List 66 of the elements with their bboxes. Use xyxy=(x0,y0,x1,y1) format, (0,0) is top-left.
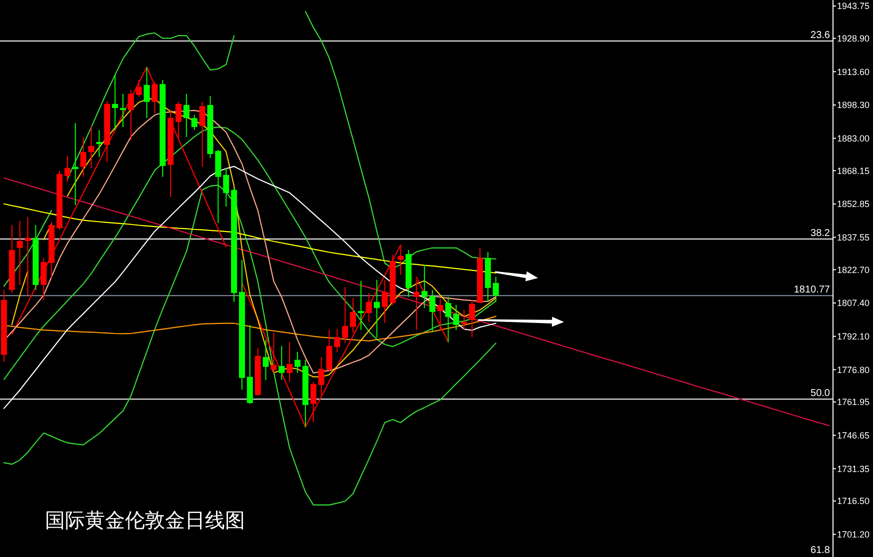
annotation: 61.8 xyxy=(810,545,830,556)
candlestick xyxy=(310,381,316,422)
candlestick xyxy=(144,66,150,119)
candlestick xyxy=(24,216,31,296)
candlestick xyxy=(294,352,300,374)
line-series xyxy=(3,177,830,426)
candlestick xyxy=(270,332,277,374)
y-tick-label: 1898.30 xyxy=(837,100,870,110)
y-tick-label: 1943.75 xyxy=(837,1,870,12)
candlestick xyxy=(112,74,118,131)
y-tick-label: 1852.85 xyxy=(837,199,870,210)
candlestick xyxy=(120,93,126,128)
y-tick-label: 1837.55 xyxy=(837,232,870,242)
y-tick-label: 1883.00 xyxy=(837,133,870,144)
y-tick-label: 1746.65 xyxy=(837,430,870,440)
candlestick xyxy=(16,220,23,286)
candlestick xyxy=(358,280,364,331)
y-tick-label: 1868.15 xyxy=(837,166,870,176)
candlestick xyxy=(429,289,436,332)
candlestick xyxy=(342,286,348,344)
ref-line-label: 1810.77 xyxy=(794,284,830,296)
y-tick-label: 1913.60 xyxy=(837,66,870,77)
candlestick xyxy=(278,345,285,380)
candlestick xyxy=(183,93,190,138)
candlestick xyxy=(366,292,372,322)
y-tick-label: 1928.90 xyxy=(837,33,870,44)
line-series xyxy=(3,203,496,274)
candlestick xyxy=(191,114,198,131)
y-tick-label: 1776.80 xyxy=(837,364,870,375)
candlestick xyxy=(453,304,460,331)
text: 国际黄金伦敦金日线图 xyxy=(45,508,245,532)
candlestick xyxy=(64,155,70,182)
candlestick xyxy=(421,264,428,309)
candlestick xyxy=(176,101,182,138)
annotation: 23.6 xyxy=(810,30,830,41)
candlestick xyxy=(374,279,380,338)
candlestick xyxy=(152,81,158,114)
candlestick xyxy=(398,244,404,276)
candlestick xyxy=(223,167,230,208)
candlestick xyxy=(286,342,293,382)
candlestick xyxy=(492,276,499,302)
y-tick-label: 1761.95 xyxy=(837,397,870,408)
candlestick xyxy=(80,136,86,178)
y-tick-label: 1807.40 xyxy=(837,298,870,308)
y-tick-label: 1822.70 xyxy=(837,264,870,275)
candlestick xyxy=(88,125,94,168)
candlestick xyxy=(40,257,47,300)
candlestick xyxy=(469,299,476,338)
candlestick xyxy=(96,130,102,158)
candlestick xyxy=(199,101,206,168)
candlestick xyxy=(414,279,420,331)
candlestick xyxy=(445,296,452,342)
candlestick xyxy=(334,328,340,353)
candlestick xyxy=(350,297,356,334)
y-tick-label: 1731.35 xyxy=(837,464,870,474)
candlestick xyxy=(437,298,444,331)
annotation: 38.2 xyxy=(810,228,830,239)
candlestick xyxy=(72,122,78,206)
y-tick-label: 1716.50 xyxy=(837,496,870,506)
candlestick xyxy=(128,89,134,141)
annotation: 50.0 xyxy=(810,388,830,400)
candlestick xyxy=(136,79,142,98)
y-tick-label: 1792.10 xyxy=(837,331,870,342)
y-tick-label: 1701.20 xyxy=(837,529,870,540)
candlestick xyxy=(461,309,468,331)
candlestick xyxy=(262,340,269,380)
